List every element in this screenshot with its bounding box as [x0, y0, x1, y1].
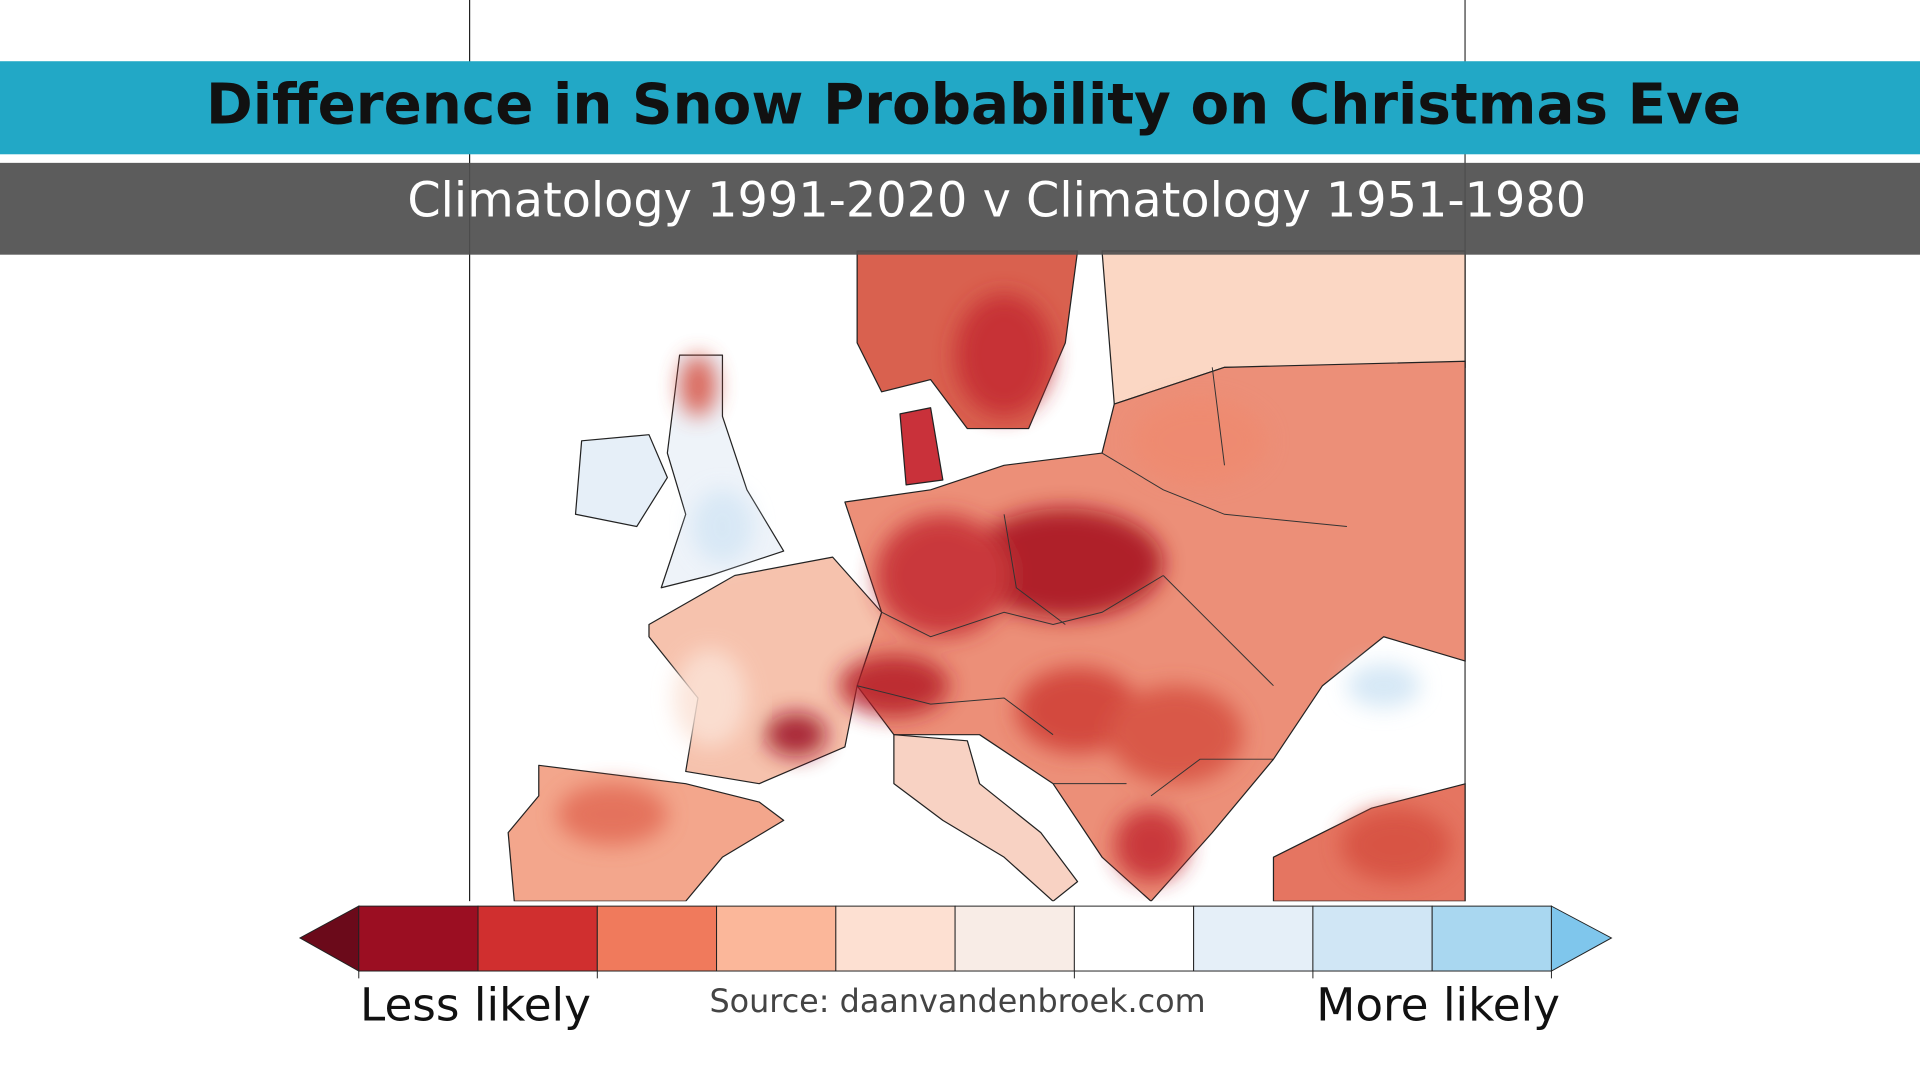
legend-high-label: More likely	[1316, 978, 1560, 1031]
subtitle: Climatology 1991-2020 v Climatology 1951…	[407, 173, 1586, 228]
color-legend	[298, 905, 1613, 979]
source: Source: daanvandenbroek.com	[709, 982, 1205, 1020]
subtitle-banner	[0, 162, 1920, 255]
legend-low-label: Less likely	[360, 978, 591, 1031]
title-banner	[0, 61, 1920, 155]
title: Difference in Snow Probability on Christ…	[206, 72, 1741, 137]
